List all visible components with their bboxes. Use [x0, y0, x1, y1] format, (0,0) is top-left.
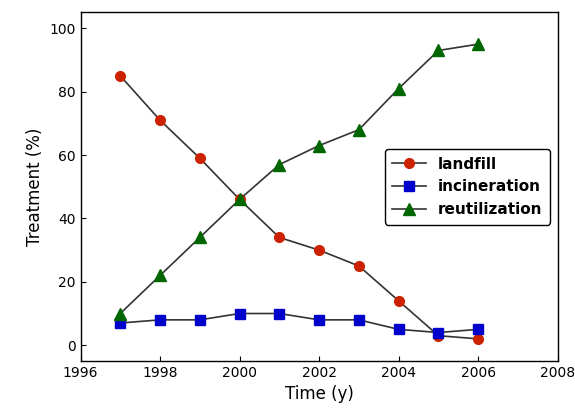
Y-axis label: Treatment (%): Treatment (%): [26, 127, 44, 246]
reutilization: [435, 48, 442, 53]
incineration: [475, 327, 482, 332]
incineration: [316, 317, 323, 322]
landfill: [435, 333, 442, 338]
landfill: [236, 197, 243, 202]
incineration: [117, 320, 124, 325]
landfill: [355, 264, 362, 269]
incineration: [276, 311, 283, 316]
incineration: [156, 317, 163, 322]
landfill: [276, 235, 283, 240]
reutilization: [316, 143, 323, 148]
X-axis label: Time (y): Time (y): [285, 386, 354, 403]
reutilization: [117, 311, 124, 316]
incineration: [197, 317, 204, 322]
reutilization: [156, 273, 163, 278]
incineration: [435, 330, 442, 335]
reutilization: [236, 197, 243, 202]
landfill: [475, 337, 482, 342]
landfill: [316, 248, 323, 253]
Line: reutilization: reutilization: [115, 39, 484, 319]
landfill: [197, 156, 204, 161]
landfill: [117, 73, 124, 78]
Line: incineration: incineration: [116, 309, 483, 337]
reutilization: [276, 162, 283, 167]
Legend: landfill, incineration, reutilization: landfill, incineration, reutilization: [385, 149, 550, 225]
reutilization: [197, 235, 204, 240]
landfill: [395, 298, 402, 303]
incineration: [355, 317, 362, 322]
landfill: [156, 118, 163, 123]
reutilization: [355, 127, 362, 132]
incineration: [395, 327, 402, 332]
reutilization: [395, 86, 402, 91]
Line: landfill: landfill: [116, 71, 483, 344]
incineration: [236, 311, 243, 316]
reutilization: [475, 42, 482, 46]
